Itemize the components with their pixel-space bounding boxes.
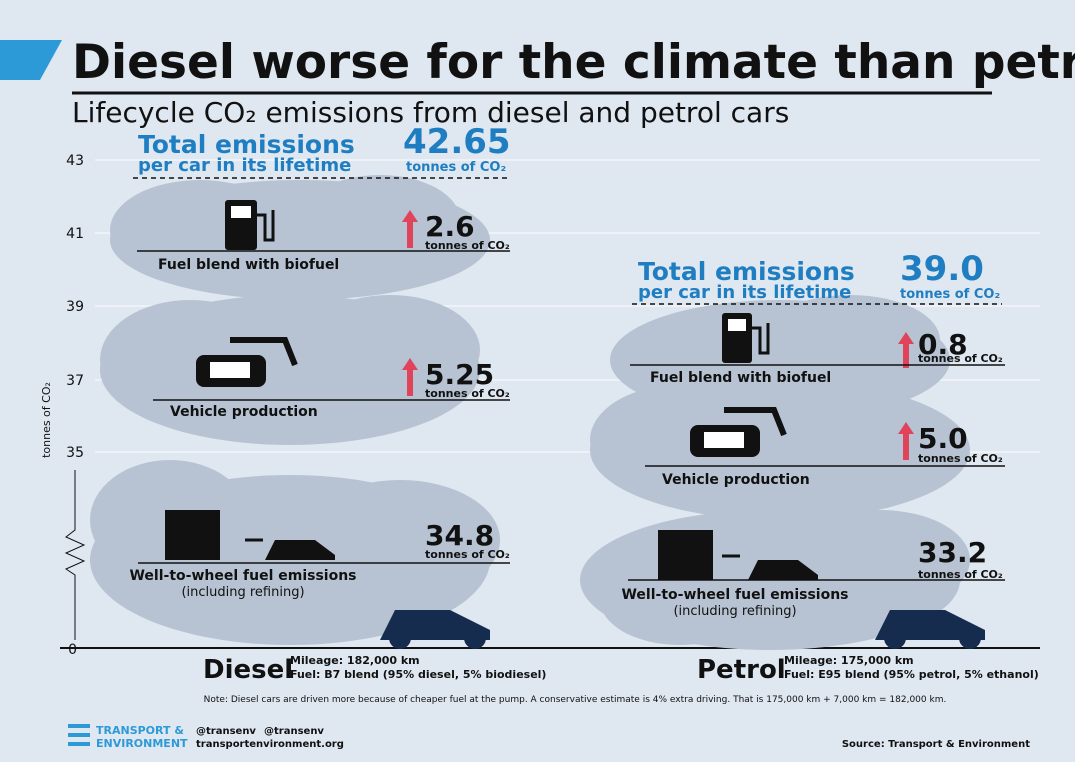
component-unit: tonnes of CO₂ — [425, 548, 510, 561]
component-label: Fuel blend with biofuel — [650, 370, 831, 386]
component-unit: tonnes of CO₂ — [918, 352, 1003, 365]
note: Note: Diesel cars are driven more becaus… — [204, 695, 947, 705]
component-value: 5.0 — [918, 422, 968, 455]
car-name: Diesel — [203, 655, 293, 685]
y-tick-label: 39 — [66, 299, 84, 315]
total-sublabel: per car in its lifetime — [638, 282, 851, 303]
component-unit: tonnes of CO₂ — [425, 387, 510, 400]
component-unit: tonnes of CO₂ — [918, 568, 1003, 581]
y-tick-label: 0 — [68, 642, 77, 658]
component-label: Well-to-wheel fuel emissions — [621, 587, 848, 603]
component-unit: tonnes of CO₂ — [425, 239, 510, 252]
source: Source: Transport & Environment — [842, 739, 1030, 750]
website[interactable]: transportenvironment.org — [196, 739, 344, 750]
component-label: Well-to-wheel fuel emissions — [129, 568, 356, 584]
title: Diesel worse for the climate than petrol — [72, 35, 1075, 90]
infographic: Diesel worse for the climate than petrol… — [0, 0, 1075, 762]
fuel: Fuel: B7 blend (95% diesel, 5% biodiesel… — [290, 668, 546, 681]
component-label: Fuel blend with biofuel — [158, 257, 339, 273]
logo-mark — [68, 724, 90, 746]
total-sublabel: per car in its lifetime — [138, 155, 351, 176]
mileage: Mileage: 182,000 km — [290, 654, 420, 667]
total-unit: tonnes of CO₂ — [900, 287, 1000, 302]
mileage: Mileage: 175,000 km — [784, 654, 914, 667]
total-value: 39.0 — [900, 249, 984, 289]
facebook[interactable]: @transenv — [264, 726, 324, 737]
logo-text: ENVIRONMENT — [96, 737, 188, 750]
axis-label: tonnes of CO₂ — [40, 382, 53, 458]
y-tick-label: 37 — [66, 373, 84, 389]
y-tick-label: 43 — [66, 153, 84, 169]
y-tick-label: 35 — [66, 445, 84, 461]
component-unit: tonnes of CO₂ — [918, 452, 1003, 465]
y-tick-label: 41 — [66, 226, 84, 242]
component-label: Vehicle production — [170, 404, 318, 420]
total-unit: tonnes of CO₂ — [406, 160, 506, 175]
car-name: Petrol — [697, 655, 786, 685]
component-value: 33.2 — [918, 536, 987, 569]
logo-text: TRANSPORT & — [96, 724, 184, 737]
component-sublabel: (including refining) — [181, 585, 304, 600]
component-sublabel: (including refining) — [673, 604, 796, 619]
twitter[interactable]: @transenv — [196, 726, 256, 737]
total-value: 42.65 — [403, 122, 511, 162]
component-label: Vehicle production — [662, 472, 810, 488]
fuel: Fuel: E95 blend (95% petrol, 5% ethanol) — [784, 668, 1039, 681]
